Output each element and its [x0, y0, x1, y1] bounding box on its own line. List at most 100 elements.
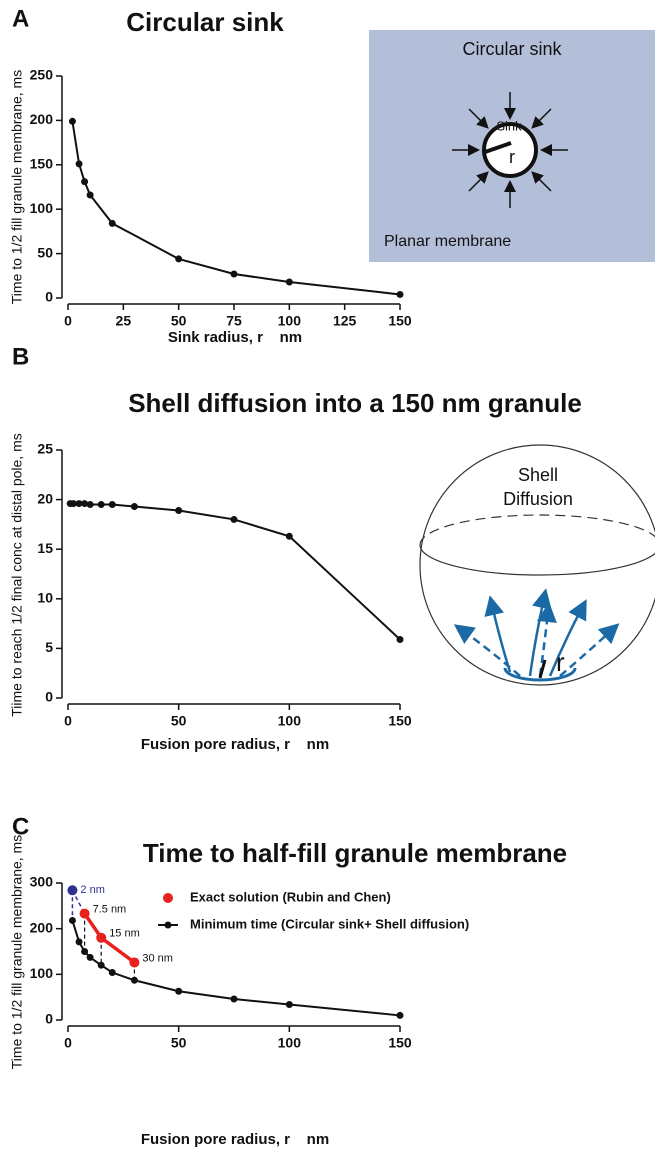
radius-line: [484, 141, 512, 154]
point: [79, 908, 90, 919]
x-tick-label: 150: [388, 313, 412, 329]
point: [396, 635, 404, 643]
inflow-arrow: [468, 108, 489, 129]
y-tick-label: 0: [45, 289, 53, 305]
point: [86, 953, 94, 961]
equator-back: [419, 514, 655, 546]
y-tick-label: 15: [37, 540, 53, 556]
point: [130, 976, 138, 984]
y-axis-label: Time to 1/2 fill granule membrane, ms: [9, 835, 25, 1069]
point: [230, 270, 238, 278]
x-tick-label: 100: [278, 713, 302, 729]
inflow-arrows: [452, 92, 568, 208]
y-tick-label: 10: [37, 590, 53, 606]
x-tick-label: 0: [64, 1035, 72, 1051]
x-tick-label: 150: [388, 713, 412, 729]
point: [70, 500, 78, 508]
y-tick-label: 0: [45, 1011, 53, 1027]
point: [285, 532, 293, 540]
panel-letter: B: [12, 343, 29, 370]
legend-marker: [163, 893, 173, 903]
diagram-title: Circular sink: [462, 39, 562, 59]
point: [97, 961, 105, 969]
y-tick-label: 200: [30, 919, 54, 935]
radius-label: r: [556, 647, 565, 677]
point: [108, 501, 116, 509]
point: [96, 932, 107, 943]
chart-title: Circular sink: [126, 7, 284, 37]
y-tick-label: 100: [30, 200, 54, 216]
diagram-title-line: Diffusion: [503, 489, 573, 509]
point: [75, 500, 83, 508]
sink-circle: [482, 122, 538, 178]
inflow-arrow: [531, 108, 552, 129]
data-line: [71, 121, 401, 296]
point: [81, 948, 89, 955]
y-tick-label: 100: [30, 965, 54, 981]
y-tick-label: 50: [37, 244, 53, 260]
point: [175, 255, 183, 263]
point: [285, 278, 293, 286]
point: [97, 501, 105, 509]
point: [81, 500, 89, 508]
point: [75, 160, 83, 168]
point: [230, 515, 238, 523]
shell-diffusion-diagram: Shell Diffusion r: [419, 444, 655, 686]
y-axis-label: Tiime to reach 1/2 final conc at distal …: [9, 433, 25, 717]
radius-line: [538, 659, 547, 679]
panel-letter: A: [12, 5, 29, 32]
y-tick-label: 250: [30, 67, 54, 83]
x-tick-label: 50: [171, 713, 187, 729]
point: [230, 995, 238, 1003]
point: [396, 1011, 404, 1019]
legend-label: Exact solution (Rubin and Chen): [190, 889, 391, 904]
diagram-title-line: Shell: [518, 465, 558, 485]
granule-sphere: [419, 444, 655, 686]
x-axis-label: Fusion pore radius, r nm: [141, 736, 329, 753]
point: [67, 885, 78, 896]
y-tick-label: 150: [30, 156, 54, 172]
legend-marker: [164, 921, 172, 929]
point: [108, 219, 116, 227]
circular-sink-diagram: Circular sink Sink r Planar membrane: [369, 30, 655, 262]
chart-title: Time to half-fill granule membrane: [143, 838, 567, 868]
radius-label: r: [509, 147, 515, 167]
point: [285, 1000, 293, 1008]
y-tick-label: 0: [45, 689, 53, 705]
y-axis-label: Time to 1/2 fill granule membrane, ms: [9, 70, 25, 304]
panel-letter: C: [12, 813, 29, 840]
x-axis-label: Sink radius, r nm: [168, 329, 302, 346]
point: [175, 987, 183, 995]
point: [175, 507, 183, 515]
point: [129, 957, 140, 968]
y-tick-label: 200: [30, 111, 54, 127]
x-tick-label: 25: [116, 313, 132, 329]
x-tick-label: 75: [226, 313, 242, 329]
point: [130, 503, 138, 511]
y-tick-label: 25: [37, 441, 53, 457]
y-tick-label: 300: [30, 874, 54, 890]
point-label: 30 nm: [142, 952, 173, 964]
point: [86, 501, 94, 509]
x-tick-label: 50: [171, 313, 187, 329]
point-label: 7.5 nm: [93, 904, 127, 916]
equator-front: [419, 544, 655, 576]
diffusion-arrows: [453, 588, 620, 677]
membrane-label: Planar membrane: [384, 233, 511, 250]
point-label: 15 nm: [109, 928, 140, 940]
pore: [503, 667, 577, 682]
point: [86, 191, 94, 199]
x-tick-label: 0: [64, 713, 72, 729]
x-tick-label: 100: [278, 1035, 302, 1051]
inflow-arrow: [531, 171, 552, 192]
x-tick-label: 150: [388, 1035, 412, 1051]
sink-label: Sink: [496, 118, 522, 133]
point: [68, 916, 76, 924]
data-line: [70, 502, 401, 641]
point: [108, 969, 116, 977]
chart-title: Shell diffusion into a 150 nm granule: [128, 388, 582, 418]
point: [81, 178, 89, 186]
y-tick-label: 5: [45, 639, 53, 655]
point: [396, 290, 404, 298]
